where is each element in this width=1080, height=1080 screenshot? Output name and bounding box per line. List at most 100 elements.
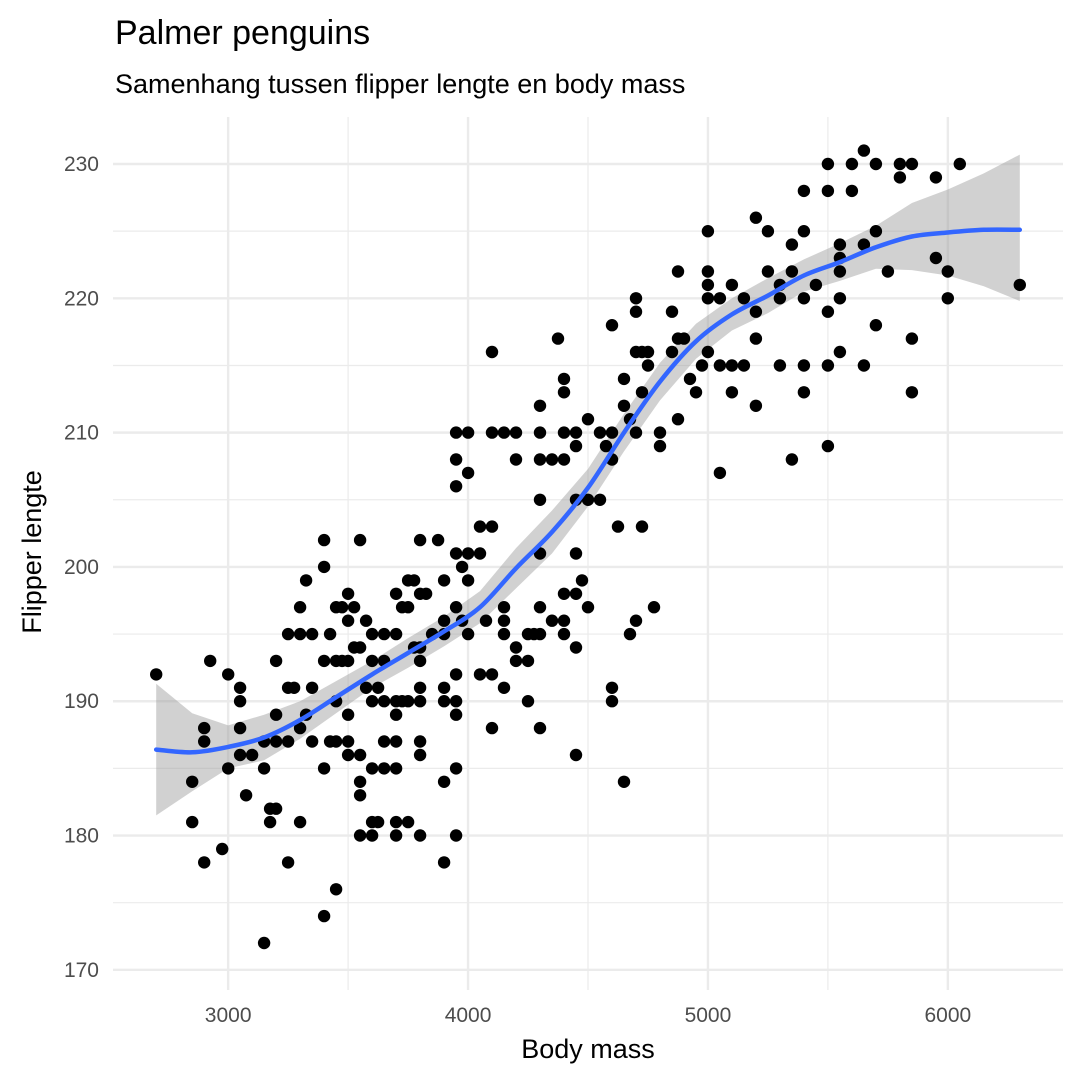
- data-point: [701, 292, 715, 305]
- data-point: [413, 654, 427, 668]
- data-point: [497, 627, 511, 641]
- smooth-line-layer: [153, 227, 1023, 755]
- data-point: [401, 695, 415, 708]
- data-point: [485, 520, 499, 533]
- data-point: [749, 332, 763, 345]
- data-point: [281, 856, 295, 869]
- data-point: [677, 332, 691, 345]
- x-axis-title: Body mass: [521, 1034, 655, 1064]
- data-point: [365, 829, 379, 842]
- data-point: [545, 453, 559, 466]
- data-point: [341, 735, 355, 748]
- data-point: [407, 574, 421, 587]
- data-point: [461, 574, 475, 587]
- data-point: [371, 681, 385, 694]
- data-point: [150, 668, 163, 681]
- data-point: [401, 815, 415, 829]
- data-point: [533, 426, 547, 439]
- data-point: [821, 439, 835, 453]
- data-point: [749, 399, 763, 412]
- data-point: [647, 601, 661, 614]
- data-point: [593, 426, 607, 439]
- data-point: [509, 453, 523, 466]
- data-point: [449, 601, 463, 614]
- data-point: [437, 574, 451, 587]
- data-point: [749, 305, 763, 318]
- data-point: [773, 292, 787, 305]
- data-point: [389, 708, 403, 721]
- data-point: [641, 359, 655, 372]
- data-point: [389, 762, 403, 775]
- data-point: [821, 184, 835, 198]
- data-point: [929, 251, 943, 265]
- data-point: [557, 372, 571, 386]
- chart-title: Palmer penguins: [115, 14, 370, 52]
- data-point: [653, 439, 667, 453]
- data-point: [821, 305, 835, 318]
- data-point: [833, 265, 847, 278]
- data-point: [413, 695, 427, 708]
- data-point: [305, 627, 319, 641]
- data-point: [857, 238, 871, 251]
- data-point: [233, 721, 247, 735]
- data-point: [797, 184, 811, 198]
- data-point: [557, 386, 571, 399]
- data-point: [611, 520, 625, 533]
- data-point: [905, 157, 919, 171]
- data-point: [509, 641, 523, 654]
- data-point: [797, 386, 811, 399]
- x-tick-label: 5000: [685, 1004, 732, 1027]
- data-point: [599, 439, 613, 453]
- data-point: [665, 305, 679, 318]
- data-point: [317, 654, 331, 668]
- data-point: [329, 735, 343, 748]
- data-point: [198, 721, 211, 735]
- data-point: [449, 453, 463, 466]
- data-point: [857, 359, 871, 372]
- data-point: [575, 574, 589, 587]
- data-point: [299, 574, 313, 587]
- smooth-fit-line: [153, 227, 1023, 755]
- data-point: [869, 225, 883, 238]
- data-point: [605, 681, 619, 694]
- data-point: [761, 265, 775, 278]
- data-point: [413, 735, 427, 748]
- data-point: [449, 480, 463, 493]
- data-point: [198, 735, 211, 748]
- data-point: [485, 721, 499, 735]
- data-point: [186, 815, 199, 829]
- data-point: [665, 345, 679, 359]
- data-point: [671, 413, 685, 426]
- data-point: [305, 735, 319, 748]
- data-point: [269, 802, 283, 815]
- data-point: [329, 883, 343, 896]
- data-point: [222, 762, 235, 775]
- data-point: [497, 681, 511, 694]
- data-point: [359, 681, 373, 694]
- data-point: [509, 654, 523, 668]
- data-point: [605, 695, 619, 708]
- data-point: [293, 627, 307, 641]
- data-point: [569, 426, 583, 439]
- data-point: [449, 829, 463, 842]
- data-point: [557, 426, 571, 439]
- data-point: [557, 587, 571, 600]
- data-point: [245, 748, 259, 762]
- data-point: [353, 748, 367, 762]
- data-point: [287, 681, 301, 694]
- data-point: [683, 372, 697, 386]
- data-point: [1013, 278, 1026, 292]
- y-tick-label: 190: [64, 690, 99, 713]
- data-point: [353, 775, 367, 788]
- data-point: [551, 332, 565, 345]
- data-point: [737, 359, 751, 372]
- data-point: [222, 668, 235, 681]
- data-point: [725, 386, 739, 399]
- data-point: [353, 789, 367, 802]
- data-point: [845, 184, 859, 198]
- data-point: [593, 493, 607, 506]
- data-point: [533, 399, 547, 412]
- data-point: [701, 225, 715, 238]
- data-point: [629, 305, 643, 318]
